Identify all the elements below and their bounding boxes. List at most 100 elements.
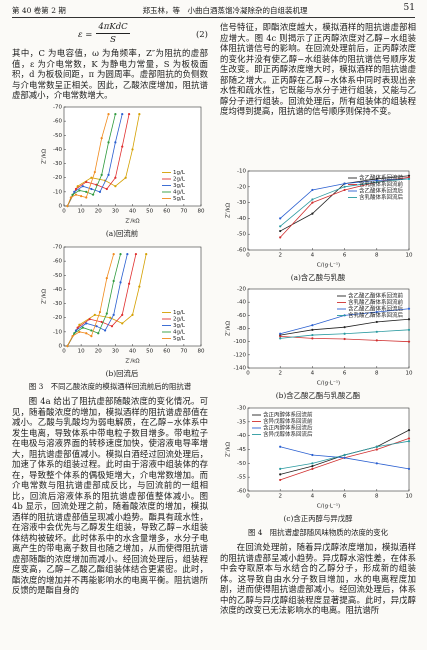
x-tick-label: 8	[375, 253, 379, 259]
data-point	[311, 328, 314, 331]
y-axis-label: Z″/kΩ	[226, 203, 232, 218]
x-tick-label: 70	[180, 349, 187, 355]
legend-label: 1g/L	[173, 310, 186, 316]
data-point	[311, 333, 314, 337]
data-point	[114, 185, 117, 188]
equation-denominator: S	[110, 35, 116, 45]
data-point	[119, 252, 122, 256]
series-line	[67, 113, 123, 207]
data-point	[279, 445, 282, 448]
x-tick-label: 70	[180, 209, 187, 215]
data-point	[375, 462, 378, 465]
data-point	[407, 437, 411, 440]
data-point	[107, 112, 110, 116]
data-point	[85, 196, 88, 199]
data-point	[100, 173, 103, 176]
x-tick-label: 80	[198, 349, 205, 355]
series-line	[67, 113, 140, 207]
y-tick-label: -50	[53, 133, 62, 139]
y-tick-label: 0	[59, 344, 63, 350]
data-point	[407, 429, 411, 432]
data-point	[343, 453, 346, 457]
legend-label: 3g/L	[173, 323, 186, 329]
chart: 0 10 20 30 40 50 60 70 80 0 -10 -20 -30 -40 -50 -60 -70 Z…	[42, 245, 205, 365]
plot-frame	[63, 246, 202, 347]
y-tick-label: -40	[53, 287, 62, 293]
x-tick-label: 6	[343, 494, 347, 500]
y-tick-label: -30	[237, 200, 246, 206]
data-point	[78, 189, 81, 192]
data-point	[279, 236, 282, 239]
y-tick-label: -10	[237, 169, 246, 175]
y-tick-label: -30	[53, 301, 62, 307]
legend-label: 含乳酸体系回流后	[359, 193, 404, 201]
x-tick-label: 50	[146, 209, 153, 215]
x-tick-label: 2	[278, 371, 282, 377]
x-tick-label: 50	[146, 349, 153, 355]
data-point	[407, 174, 411, 177]
data-point	[126, 252, 129, 256]
data-point	[112, 279, 115, 283]
panel-caption: (c)含正丙醇与异戊醇	[283, 514, 353, 523]
y-tick-label: -20	[237, 184, 246, 190]
data-point	[375, 320, 378, 324]
x-tick-label: 8	[375, 371, 379, 377]
data-point	[131, 148, 134, 151]
legend-label: 含乳酸乙酯体系回流前	[348, 298, 404, 306]
x-tick-label: 10	[78, 209, 85, 215]
data-point	[71, 335, 74, 338]
data-point	[92, 193, 95, 196]
equation-numerator: 4πKdC	[98, 22, 128, 32]
x-tick-label: 10	[78, 349, 85, 355]
chart: 0 2 4 6 8 10 -60 -50 -40 -30 -20 -10 C/(g·L⁻¹) Z″/kΩ 含…	[226, 169, 413, 269]
data-point	[138, 285, 141, 288]
figure-caption: 图 4 阻抗谱虚部随风味物质的浓度的变化	[247, 528, 389, 537]
data-point	[66, 204, 69, 208]
data-point	[311, 453, 314, 457]
data-point	[105, 187, 108, 191]
x-axis-label: Z′/kΩ	[125, 219, 139, 225]
data-point	[112, 252, 115, 256]
data-point	[121, 322, 124, 325]
data-point	[343, 337, 346, 341]
data-point	[407, 307, 411, 310]
y-tick-label: -60	[237, 489, 246, 495]
data-point	[343, 332, 346, 335]
y-tick-label: -50	[237, 461, 246, 467]
x-tick-label: 4	[311, 494, 315, 500]
x-tick-label: 0	[246, 253, 250, 259]
data-point	[343, 185, 346, 188]
y-axis-label: Z″/kΩ	[226, 442, 232, 457]
x-tick-label: 0	[62, 349, 66, 355]
data-point	[124, 176, 127, 179]
data-point	[105, 277, 108, 280]
y-tick-label: -70	[53, 105, 62, 111]
data-point	[100, 137, 103, 140]
data-point	[311, 337, 314, 340]
y-tick-label: -30	[237, 406, 246, 412]
data-point	[311, 467, 314, 470]
data-point	[127, 112, 131, 116]
data-point	[90, 187, 93, 191]
data-point	[145, 252, 148, 256]
data-point	[121, 112, 124, 116]
legend-label: 5g/L	[173, 336, 186, 342]
x-tick-label: 30	[112, 349, 119, 355]
x-tick-label: 2	[278, 253, 282, 259]
data-point	[279, 332, 282, 335]
data-point	[98, 190, 102, 193]
x-tick-label: 40	[129, 209, 136, 215]
data-point	[69, 196, 72, 199]
x-axis-label: C/(g·L⁻¹)	[317, 380, 340, 387]
series-line	[67, 253, 147, 347]
y-tick-label: -40	[237, 433, 246, 439]
data-point	[375, 310, 378, 314]
x-tick-label: 10	[406, 371, 413, 377]
data-point	[114, 176, 117, 179]
data-point	[279, 337, 282, 340]
data-point	[375, 445, 378, 448]
data-point	[311, 465, 314, 468]
data-point	[81, 185, 84, 188]
y-tick-label: -40	[53, 147, 62, 153]
